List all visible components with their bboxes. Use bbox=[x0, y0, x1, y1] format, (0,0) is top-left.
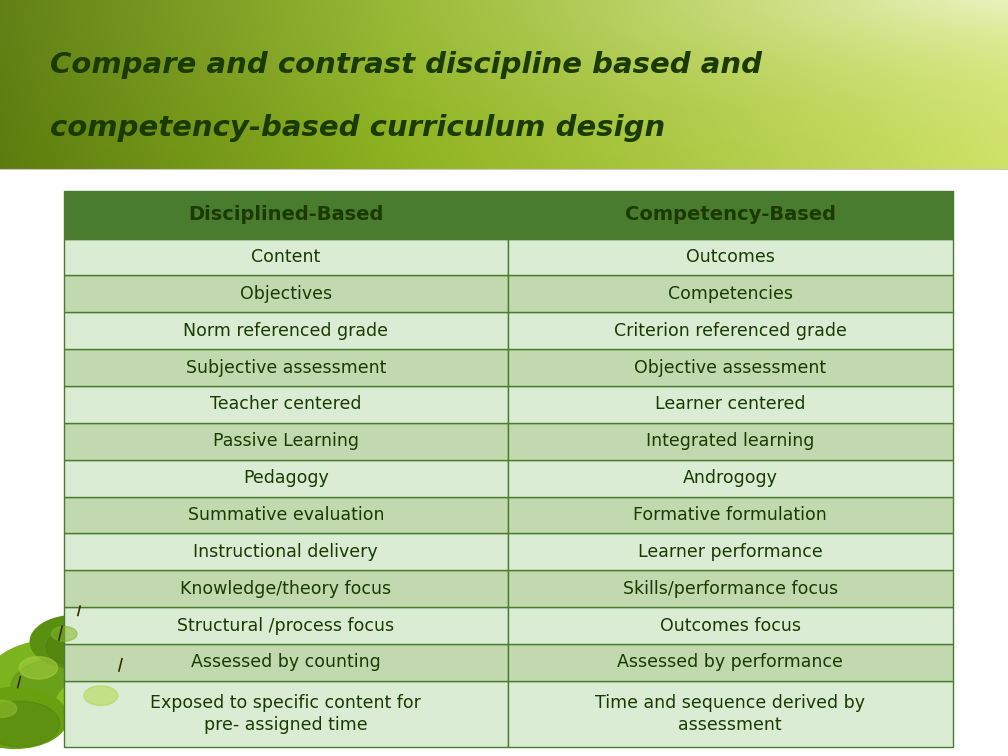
Text: Learner performance: Learner performance bbox=[638, 543, 823, 561]
Text: Skills/performance focus: Skills/performance focus bbox=[623, 580, 838, 598]
Bar bbox=[64, 534, 508, 570]
Bar bbox=[508, 534, 953, 570]
Text: Structural /process focus: Structural /process focus bbox=[177, 617, 394, 634]
Text: Assessed by performance: Assessed by performance bbox=[617, 653, 844, 671]
Text: Disciplined-Based: Disciplined-Based bbox=[188, 205, 383, 224]
Bar bbox=[508, 239, 953, 275]
Text: Compare and contrast discipline based and: Compare and contrast discipline based an… bbox=[50, 51, 762, 79]
Bar bbox=[64, 497, 508, 534]
Text: Passive Learning: Passive Learning bbox=[213, 432, 359, 451]
Text: competency-based curriculum design: competency-based curriculum design bbox=[50, 113, 665, 141]
Text: Outcomes focus: Outcomes focus bbox=[660, 617, 800, 634]
Text: Time and sequence derived by
assessment: Time and sequence derived by assessment bbox=[596, 694, 865, 734]
Bar bbox=[64, 191, 508, 239]
Bar bbox=[64, 239, 508, 275]
Text: Androgogy: Androgogy bbox=[682, 469, 778, 487]
Circle shape bbox=[0, 701, 59, 747]
Bar bbox=[64, 423, 508, 460]
Circle shape bbox=[77, 687, 167, 739]
Bar bbox=[64, 681, 508, 747]
Bar bbox=[64, 570, 508, 607]
Circle shape bbox=[30, 615, 121, 668]
Bar bbox=[64, 607, 508, 644]
Text: Outcomes: Outcomes bbox=[685, 248, 775, 266]
Circle shape bbox=[19, 657, 57, 679]
Bar bbox=[508, 460, 953, 497]
Text: Teacher centered: Teacher centered bbox=[210, 395, 362, 414]
Text: Learner centered: Learner centered bbox=[655, 395, 805, 414]
Text: Content: Content bbox=[251, 248, 321, 266]
Circle shape bbox=[0, 700, 17, 717]
Circle shape bbox=[51, 627, 77, 641]
Circle shape bbox=[0, 687, 68, 748]
Text: Formative formulation: Formative formulation bbox=[633, 506, 828, 524]
Text: Knowledge/theory focus: Knowledge/theory focus bbox=[180, 580, 391, 598]
Text: Objective assessment: Objective assessment bbox=[634, 358, 827, 376]
Circle shape bbox=[46, 627, 114, 667]
Bar bbox=[64, 460, 508, 497]
Bar bbox=[508, 275, 953, 312]
Text: Summative evaluation: Summative evaluation bbox=[187, 506, 384, 524]
Text: Competencies: Competencies bbox=[667, 285, 793, 303]
Text: Objectives: Objectives bbox=[240, 285, 332, 303]
Bar bbox=[508, 423, 953, 460]
Text: Subjective assessment: Subjective assessment bbox=[185, 358, 386, 376]
Bar bbox=[508, 386, 953, 423]
Text: Pedagogy: Pedagogy bbox=[243, 469, 329, 487]
Text: Instructional delivery: Instructional delivery bbox=[194, 543, 378, 561]
Bar bbox=[508, 570, 953, 607]
Bar bbox=[508, 607, 953, 644]
Bar bbox=[508, 349, 953, 386]
Circle shape bbox=[55, 671, 176, 742]
Bar bbox=[64, 644, 508, 681]
Bar bbox=[508, 191, 953, 239]
Text: Exposed to specific content for
pre- assigned time: Exposed to specific content for pre- ass… bbox=[150, 694, 421, 734]
Bar bbox=[508, 681, 953, 747]
Text: Criterion referenced grade: Criterion referenced grade bbox=[614, 322, 847, 339]
Circle shape bbox=[11, 658, 114, 717]
Circle shape bbox=[0, 640, 124, 720]
Bar bbox=[64, 275, 508, 312]
Bar bbox=[64, 312, 508, 349]
Bar bbox=[64, 386, 508, 423]
Bar bbox=[64, 349, 508, 386]
Bar bbox=[508, 644, 953, 681]
Text: Assessed by counting: Assessed by counting bbox=[191, 653, 381, 671]
Text: Integrated learning: Integrated learning bbox=[646, 432, 814, 451]
Circle shape bbox=[84, 686, 118, 705]
Bar bbox=[508, 312, 953, 349]
Bar bbox=[508, 497, 953, 534]
Text: Competency-Based: Competency-Based bbox=[625, 205, 836, 224]
Text: Norm referenced grade: Norm referenced grade bbox=[183, 322, 388, 339]
